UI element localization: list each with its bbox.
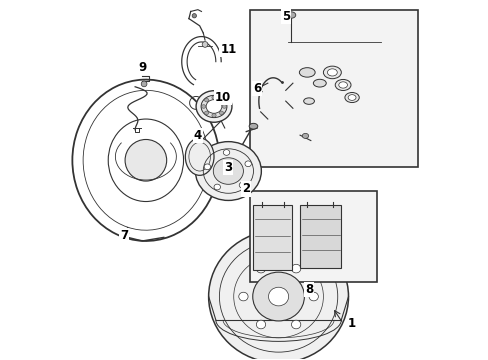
Text: 9: 9 [138, 60, 146, 73]
Ellipse shape [201, 95, 226, 118]
Ellipse shape [185, 138, 214, 175]
Ellipse shape [327, 69, 337, 76]
Ellipse shape [256, 320, 265, 329]
Ellipse shape [214, 184, 220, 190]
Ellipse shape [338, 82, 347, 88]
Ellipse shape [219, 98, 223, 102]
Ellipse shape [204, 98, 208, 102]
Ellipse shape [222, 105, 226, 108]
Circle shape [125, 139, 166, 181]
Ellipse shape [335, 80, 350, 90]
Ellipse shape [347, 95, 355, 100]
Ellipse shape [249, 123, 257, 129]
Text: 5: 5 [281, 10, 289, 23]
Ellipse shape [204, 111, 208, 114]
Ellipse shape [252, 272, 304, 321]
Text: 10: 10 [214, 91, 231, 104]
Ellipse shape [204, 164, 210, 170]
Ellipse shape [238, 292, 247, 301]
Ellipse shape [323, 66, 341, 79]
Ellipse shape [313, 79, 325, 87]
Ellipse shape [196, 91, 231, 122]
Ellipse shape [291, 264, 300, 273]
FancyBboxPatch shape [252, 205, 292, 270]
Ellipse shape [201, 105, 205, 108]
Ellipse shape [308, 292, 318, 301]
Ellipse shape [256, 264, 265, 273]
Ellipse shape [268, 287, 288, 306]
Text: 6: 6 [252, 82, 261, 95]
Ellipse shape [223, 150, 229, 155]
Text: 1: 1 [347, 317, 355, 330]
Text: 3: 3 [224, 161, 232, 174]
Ellipse shape [302, 134, 308, 138]
Ellipse shape [211, 114, 216, 117]
Ellipse shape [303, 98, 314, 104]
Ellipse shape [206, 100, 222, 113]
Bar [249, 191, 376, 282]
Text: 11: 11 [220, 42, 236, 55]
Ellipse shape [286, 12, 295, 18]
Circle shape [141, 81, 147, 87]
Ellipse shape [299, 68, 314, 77]
Ellipse shape [213, 158, 243, 184]
Ellipse shape [208, 230, 348, 360]
Text: 7: 7 [120, 229, 128, 242]
Ellipse shape [291, 320, 300, 329]
Circle shape [192, 14, 196, 18]
Text: 8: 8 [305, 283, 312, 296]
Ellipse shape [211, 96, 216, 99]
FancyBboxPatch shape [300, 205, 341, 268]
Ellipse shape [344, 93, 359, 103]
Bar [249, 10, 418, 167]
Text: 4: 4 [193, 129, 202, 142]
Ellipse shape [239, 182, 245, 188]
Ellipse shape [219, 111, 223, 114]
Ellipse shape [195, 141, 261, 201]
Ellipse shape [244, 161, 251, 167]
Text: 2: 2 [242, 183, 250, 195]
Circle shape [202, 41, 207, 47]
